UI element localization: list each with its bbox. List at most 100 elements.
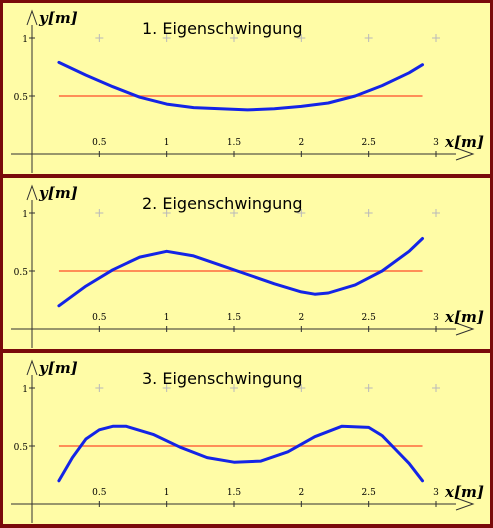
y-axis-label: y[m] [38, 184, 78, 202]
y-tick-label: 0.5 [14, 268, 29, 278]
grid-markers [95, 384, 440, 392]
y-tick-label: 0.5 [14, 443, 29, 453]
series-line [57, 60, 424, 112]
x-tick-label: 3 [433, 313, 439, 323]
x-tick-label: 0.5 [92, 138, 107, 148]
y-axis-arrow [26, 9, 38, 26]
data-point [300, 105, 303, 108]
data-point [367, 426, 370, 429]
chart-1-svg: 0.5 1 1.5 2 2.5 3 0.5 1 x[m] y[m] 1. Eigenschwingu… [11, 9, 484, 173]
x-tick-label: 1 [164, 313, 170, 323]
data-point [85, 74, 87, 76]
y-tick-label: 1 [22, 35, 28, 45]
chart-panel-1: 0.5 1 1.5 2 2.5 3 0.5 1 x[m] y[m] 1. Eigenschwingu… [3, 3, 490, 174]
y-axis-label: y[m] [38, 9, 78, 27]
x-axis-arrow [455, 322, 475, 336]
data-point [58, 61, 60, 64]
data-point [98, 428, 101, 431]
data-point [381, 270, 383, 272]
data-point [394, 448, 397, 451]
data-point [246, 273, 249, 276]
x-tick-label: 2 [298, 313, 304, 323]
data-point [112, 85, 114, 88]
data-point [421, 63, 424, 66]
data-point [408, 72, 410, 74]
data-point [58, 480, 60, 482]
y-axis-label: y[m] [38, 359, 78, 377]
chart-2-svg: 0.5 1 1.5 2 2.5 3 0.5 1 x[m] y[m] 2. Eigenschwingu… [11, 184, 484, 348]
x-tick-label: 2 [298, 138, 304, 148]
x-tick-label: 0.5 [92, 313, 107, 323]
x-tick-label: 1.5 [227, 488, 242, 498]
data-point [354, 95, 357, 97]
x-axis-label: x[m] [444, 483, 484, 501]
chart-title: 1. Eigenschwingung [142, 19, 303, 38]
chart-title: 2. Eigenschwingung [142, 194, 303, 213]
data-point [327, 292, 330, 294]
series-points [58, 61, 424, 111]
data-point [85, 438, 87, 440]
x-tick-label: 1 [164, 138, 170, 148]
data-point [273, 282, 276, 285]
series-line [57, 237, 424, 308]
data-point [381, 84, 383, 87]
x-axis-arrow [455, 497, 475, 511]
data-point [381, 434, 383, 437]
x-tick-label: 2 [298, 488, 304, 498]
x-axis-label: x[m] [444, 133, 484, 151]
data-point [233, 461, 235, 464]
x-tick-label: 2.5 [362, 488, 377, 498]
axes [11, 9, 475, 173]
y-axis-arrow [26, 184, 38, 201]
data-point [112, 269, 114, 271]
data-point [165, 250, 168, 253]
data-point [58, 305, 60, 307]
data-point [192, 255, 195, 257]
series-line [57, 424, 424, 483]
x-tick-label: 0.5 [92, 488, 107, 498]
x-tick-label: 3 [433, 488, 439, 498]
x-tick-label: 3 [433, 138, 439, 148]
data-point [165, 103, 168, 105]
data-point [219, 107, 222, 110]
x-tick-label: 1.5 [227, 138, 242, 148]
data-point [206, 456, 208, 459]
chart-title: 3. Eigenschwingung [142, 369, 303, 388]
data-point [85, 285, 87, 287]
x-tick-label: 1 [164, 488, 170, 498]
series-points [58, 237, 424, 307]
grid-markers [95, 209, 440, 217]
data-point [340, 425, 343, 428]
data-point [314, 435, 316, 438]
x-tick-label: 1.5 [227, 313, 242, 323]
data-point [192, 106, 195, 109]
data-point [125, 425, 128, 428]
chart-panel-3: 0.5 1 1.5 2 2.5 3 0.5 1 x[m] y[m] 3. Eigenschwingu… [3, 353, 490, 524]
data-point [71, 456, 74, 459]
data-point [112, 425, 114, 428]
data-point [246, 109, 249, 111]
data-point [327, 102, 330, 104]
x-axis-label: x[m] [444, 308, 484, 326]
data-point [408, 250, 410, 253]
x-tick-label: 2.5 [362, 313, 377, 323]
data-point [354, 284, 357, 286]
chart-panel-2: 0.5 1 1.5 2 2.5 3 0.5 1 x[m] y[m] 2. Eigenschwingu… [3, 178, 490, 349]
data-point [138, 96, 141, 98]
y-tick-label: 1 [22, 210, 28, 220]
data-point [152, 433, 154, 436]
data-point [300, 291, 303, 293]
data-point [421, 480, 424, 482]
y-tick-label: 1 [22, 385, 28, 395]
data-point [260, 460, 262, 462]
data-point [408, 462, 410, 465]
data-point [287, 451, 289, 453]
data-point [138, 256, 141, 258]
y-axis-arrow [26, 359, 38, 376]
x-axis-arrow [455, 147, 475, 161]
data-point [273, 107, 276, 110]
data-point [179, 446, 181, 448]
x-tick-label: 2.5 [362, 138, 377, 148]
chart-3-svg: 0.5 1 1.5 2 2.5 3 0.5 1 x[m] y[m] 3. Eigenschwingu… [11, 359, 484, 523]
